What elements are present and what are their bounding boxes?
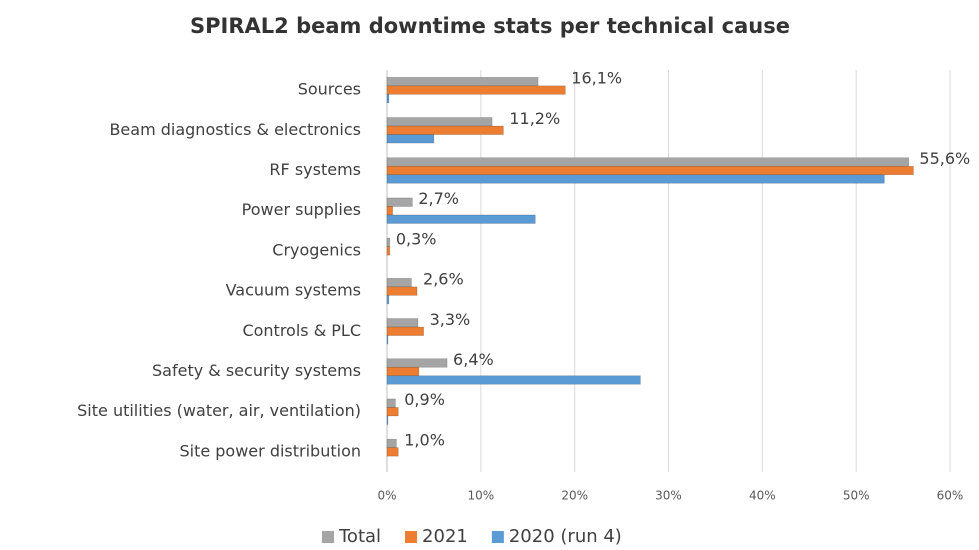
x-tick-label: 40%: [749, 489, 776, 503]
category-label: Site utilities (water, air, ventilation): [77, 401, 361, 420]
legend-label: 2021: [422, 526, 468, 547]
data-label: 2,7%: [418, 189, 459, 208]
bar: [386, 375, 641, 385]
bar: [386, 398, 396, 408]
category-label: Cryogenics: [272, 240, 361, 259]
data-label: 16,1%: [571, 69, 622, 88]
legend-label: Total: [338, 526, 381, 547]
category-label: Sources: [298, 80, 361, 99]
x-tick-label: 10%: [467, 489, 494, 503]
category-label: Power supplies: [242, 200, 361, 219]
bar: [386, 174, 885, 184]
bar: [386, 77, 539, 87]
legend-label: 2020 (run 4): [509, 526, 622, 547]
data-label: 6,4%: [453, 350, 494, 369]
category-label: Beam diagnostics & electronics: [109, 120, 361, 139]
bar: [386, 85, 566, 95]
bar: [386, 197, 413, 207]
bar: [386, 246, 391, 256]
data-label: 1,0%: [404, 430, 445, 449]
bar: [386, 407, 399, 417]
bar: [386, 94, 390, 104]
bar: [386, 134, 435, 144]
bar: [386, 335, 389, 345]
category-label: Site power distribution: [179, 441, 361, 460]
data-label: 3,3%: [430, 310, 471, 329]
bar: [386, 206, 393, 216]
data-label: 55,6%: [919, 149, 970, 168]
category-label: Safety & security systems: [152, 361, 361, 380]
category-label: Vacuum systems: [226, 281, 361, 300]
bar: [386, 326, 424, 336]
bar: [386, 366, 420, 377]
data-label: 11,2%: [509, 109, 560, 128]
x-tick-label: 0%: [377, 489, 396, 503]
bar: [386, 447, 399, 457]
bar: [386, 286, 418, 296]
category-label: RF systems: [269, 160, 361, 179]
chart-title: SPIRAL2 beam downtime stats per technica…: [190, 14, 790, 38]
bar: [386, 358, 448, 368]
bar: [386, 165, 914, 176]
legend-swatch: [405, 531, 418, 543]
category-label: Controls & PLC: [242, 321, 361, 340]
bar: [386, 214, 536, 224]
x-tick-label: 60%: [937, 489, 964, 503]
data-label: 2,6%: [423, 270, 464, 289]
bar: [386, 318, 419, 328]
bar: [386, 438, 397, 448]
legend-swatch: [322, 531, 334, 543]
x-tick-label: 30%: [655, 489, 682, 503]
bar: [386, 415, 389, 425]
bar: [386, 125, 504, 135]
x-tick-label: 20%: [561, 489, 588, 503]
x-tick-label: 50%: [843, 489, 870, 503]
data-label: 0,9%: [404, 390, 445, 409]
bar: [386, 295, 390, 305]
bar: [386, 278, 412, 288]
data-label: 0,3%: [396, 229, 437, 248]
legend-swatch: [491, 531, 504, 543]
bar: [386, 117, 493, 127]
bar: [386, 157, 910, 167]
bar: [386, 237, 391, 247]
